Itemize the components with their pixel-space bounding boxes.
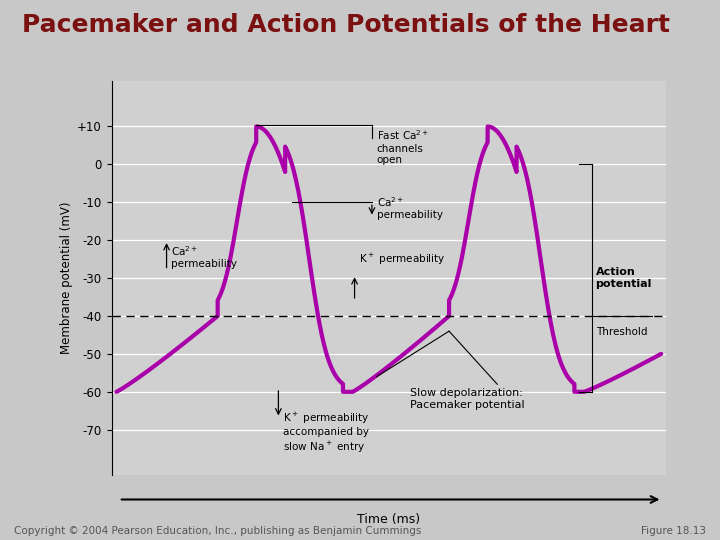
Text: Ca$^{2+}$
permeability: Ca$^{2+}$ permeability [171, 244, 238, 269]
Text: Slow depolarization:
Pacemaker potential: Slow depolarization: Pacemaker potential [410, 388, 525, 410]
Text: Fast Ca$^{2+}$
channels
open: Fast Ca$^{2+}$ channels open [377, 129, 429, 165]
Text: K$^+$ permeability: K$^+$ permeability [359, 252, 446, 267]
Text: Ca$^{2+}$
permeability: Ca$^{2+}$ permeability [377, 195, 443, 220]
Text: Figure 18.13: Figure 18.13 [641, 525, 706, 536]
Text: Action
potential: Action potential [595, 267, 652, 289]
Text: K$^+$ permeability
accompanied by
slow Na$^+$ entry: K$^+$ permeability accompanied by slow N… [283, 411, 370, 455]
Text: Copyright © 2004 Pearson Education, Inc., publishing as Benjamin Cummings: Copyright © 2004 Pearson Education, Inc.… [14, 525, 422, 536]
Y-axis label: Membrane potential (mV): Membrane potential (mV) [60, 202, 73, 354]
Text: Threshold: Threshold [595, 327, 647, 338]
Text: Time (ms): Time (ms) [357, 513, 420, 526]
Text: Pacemaker and Action Potentials of the Heart: Pacemaker and Action Potentials of the H… [22, 14, 670, 37]
